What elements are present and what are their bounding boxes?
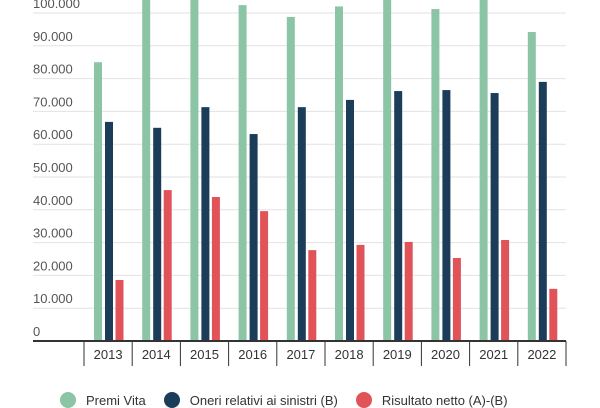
bar-2016-series-0 xyxy=(238,5,247,342)
bar-2020-series-1 xyxy=(442,90,451,341)
bar-2018-series-0 xyxy=(335,6,343,341)
x-tick-label: 2018 xyxy=(335,347,364,362)
y-tick-label: 50.000 xyxy=(33,160,73,175)
legend-item-oneri[interactable]: Oneri relativi ai sinistri (B) xyxy=(163,392,338,408)
bar-2014-series-0 xyxy=(142,0,151,341)
bar-2017-series-0 xyxy=(286,16,295,341)
x-tick-label: 2016 xyxy=(238,347,267,362)
y-tick-label: 0 xyxy=(33,324,40,339)
x-tick-label: 2019 xyxy=(383,347,412,362)
y-tick-label: 90.000 xyxy=(33,29,73,44)
y-tick-label: 60.000 xyxy=(33,127,73,142)
legend-label: Premi Vita xyxy=(86,392,146,408)
y-tick-label: 40.000 xyxy=(33,193,73,208)
bar-2021-series-1 xyxy=(490,93,499,341)
bar-2014-series-2 xyxy=(163,190,172,341)
bar-2022-series-1 xyxy=(538,81,547,341)
bar-2015-series-1 xyxy=(201,107,210,341)
bar-2015-series-2 xyxy=(211,197,220,341)
y-tick-label: 100.000 xyxy=(33,0,80,11)
bar-2018-series-2 xyxy=(356,244,365,341)
legend-label: Oneri relativi ai sinistri (B) xyxy=(189,392,338,408)
bar-2020-series-0 xyxy=(431,9,440,342)
bar-2020-series-2 xyxy=(452,258,461,341)
legend-item-premi-vita[interactable]: Premi Vita xyxy=(60,392,146,408)
x-tick-label: 2013 xyxy=(94,347,123,362)
x-tick-label: 2017 xyxy=(286,347,315,362)
bar-2014-series-1 xyxy=(153,127,162,341)
y-tick-label: 10.000 xyxy=(33,291,73,306)
bar-2021-series-2 xyxy=(501,239,510,341)
bar-2017-series-2 xyxy=(308,250,317,341)
bar-2013-series-0 xyxy=(94,62,102,341)
x-tick-label: 2021 xyxy=(479,347,508,362)
x-tick-label: 2022 xyxy=(527,347,556,362)
bar-2013-series-1 xyxy=(105,121,113,342)
y-tick-label: 80.000 xyxy=(33,62,73,77)
x-tick-label: 2015 xyxy=(190,347,219,362)
legend: Premi Vita Oneri relativi ai sinistri (B… xyxy=(60,392,526,408)
bar-2015-series-0 xyxy=(190,0,199,341)
bar-2018-series-1 xyxy=(346,99,354,341)
legend-label: Risultato netto (A)-(B) xyxy=(381,392,508,408)
x-tick-label: 2014 xyxy=(142,347,171,362)
bar-2019-series-2 xyxy=(404,241,413,341)
bar-2013-series-2 xyxy=(115,279,124,341)
y-tick-label: 20.000 xyxy=(33,258,73,273)
bar-2017-series-1 xyxy=(297,107,306,341)
x-tick-label: 2020 xyxy=(431,347,460,362)
bar-2019-series-0 xyxy=(383,0,392,341)
y-tick-label: 30.000 xyxy=(33,226,73,241)
bar-2022-series-2 xyxy=(549,288,558,341)
legend-swatch-icon xyxy=(60,392,76,408)
bar-2016-series-2 xyxy=(260,211,269,341)
bar-2019-series-1 xyxy=(394,91,403,342)
legend-item-risultato[interactable]: Risultato netto (A)-(B) xyxy=(355,392,508,408)
legend-swatch-icon xyxy=(355,392,372,408)
bar-2022-series-0 xyxy=(527,32,536,342)
bar-2021-series-0 xyxy=(479,0,488,341)
legend-swatch-icon xyxy=(163,392,180,408)
y-tick-label: 70.000 xyxy=(33,94,73,109)
bar-2016-series-1 xyxy=(249,134,258,341)
